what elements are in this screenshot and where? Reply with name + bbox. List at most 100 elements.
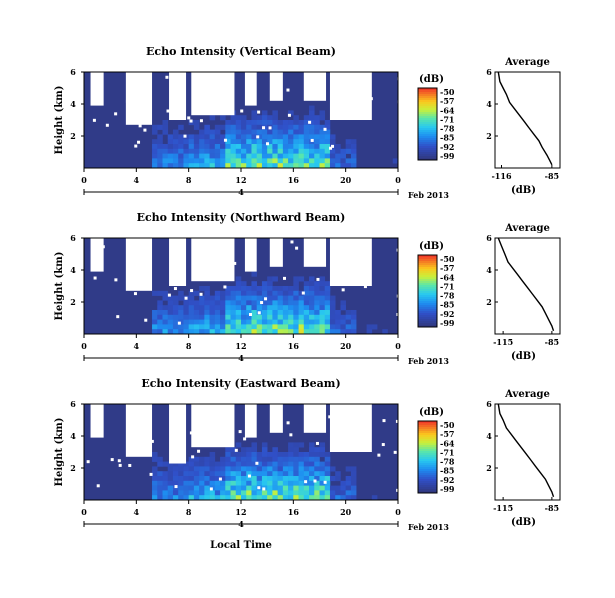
heatmap-cell <box>335 314 341 320</box>
heatmap-cell <box>188 314 195 320</box>
heatmap-cell <box>256 471 263 477</box>
heatmap-cell <box>272 115 278 121</box>
heatmap-cell <box>157 158 163 164</box>
heatmap-cell <box>230 144 237 150</box>
heatmap-cell <box>261 115 268 121</box>
heatmap-cell <box>188 305 195 311</box>
heatmap-cell <box>309 276 315 282</box>
heatmap-cell <box>199 485 205 491</box>
no-data-speckle <box>127 255 131 259</box>
heatmap-cell <box>293 295 299 301</box>
heatmap-cell <box>209 452 216 458</box>
heatmap-cell <box>246 466 252 472</box>
heatmap-cell <box>183 310 189 316</box>
no-data-speckle <box>264 297 268 301</box>
no-data-speckle <box>249 263 253 267</box>
colorbar-swatch <box>418 263 437 266</box>
heatmap-cell <box>225 485 231 491</box>
colorbar-swatch <box>418 471 437 474</box>
colorbar-swatch <box>418 461 437 464</box>
heatmap-cell <box>251 447 257 453</box>
heatmap-cell <box>267 134 273 140</box>
heatmap-cell <box>251 124 257 130</box>
heatmap-cell <box>256 476 263 482</box>
heatmap-cell <box>214 129 221 135</box>
heatmap-cell <box>272 163 278 169</box>
colorbar-swatch <box>418 108 437 111</box>
heatmap-cell <box>261 319 268 325</box>
heatmap-cell <box>178 490 184 496</box>
heatmap-cell <box>235 329 242 335</box>
heatmap-cell <box>345 319 352 325</box>
heatmap-cell <box>267 461 273 467</box>
heatmap-cell <box>225 447 231 453</box>
heatmap-cell <box>172 305 179 311</box>
heatmap-cell <box>162 490 169 496</box>
heatmap-cell <box>241 286 247 292</box>
heatmap-cell <box>324 290 331 296</box>
heatmap-cell <box>199 456 205 462</box>
heatmap-cell <box>298 329 305 335</box>
heatmap-cell <box>220 329 226 335</box>
colorbar-tick-label: -78 <box>440 124 455 134</box>
heatmap-cell <box>225 310 231 316</box>
heatmap-cell <box>267 295 273 301</box>
colorbar-tick-label: -50 <box>440 87 455 97</box>
colorbar-swatch <box>418 265 437 268</box>
heatmap-cell <box>293 452 299 458</box>
heatmap-cell <box>303 305 310 311</box>
heatmap-cell <box>251 329 257 335</box>
x-tick-label: 4 <box>134 507 140 517</box>
heatmap-cell <box>319 305 326 311</box>
heatmap-cell <box>335 471 341 477</box>
colorbar-swatch <box>418 481 437 484</box>
heatmap-cell <box>204 148 210 154</box>
heatmap-cell <box>267 148 273 154</box>
heatmap-cell <box>178 139 184 145</box>
heatmap-cell <box>235 471 242 477</box>
heatmap-cell <box>199 471 205 477</box>
heatmap-cell <box>157 461 163 467</box>
colorbar-swatch <box>418 122 437 125</box>
heatmap-cell <box>251 485 257 491</box>
heatmap-cell <box>209 144 216 150</box>
heatmap-cell <box>288 480 294 486</box>
profile-line <box>497 403 555 498</box>
heatmap-cell <box>183 314 189 320</box>
heatmap-cell <box>225 329 231 335</box>
heatmap-cell <box>298 139 305 145</box>
heatmap-cell <box>261 442 268 448</box>
profile-frame <box>494 71 561 169</box>
heatmap-cell <box>162 129 169 135</box>
heatmap-cell <box>277 124 284 130</box>
heatmap-cell <box>157 485 163 491</box>
heatmap-cell <box>209 461 216 467</box>
heatmap-cell <box>199 329 205 335</box>
heatmap-cell <box>241 310 247 316</box>
heatmap-cell <box>214 319 221 325</box>
heatmap-cell <box>241 480 247 486</box>
colorbar-tick-label: -57 <box>440 263 454 273</box>
colorbar-swatch <box>418 128 437 131</box>
colorbar-swatch <box>418 295 437 298</box>
heatmap-cell <box>319 129 326 135</box>
heatmap-cell <box>267 490 273 496</box>
heatmap-cell <box>225 476 231 482</box>
heatmap-cell <box>162 124 169 130</box>
colorbar-frame <box>417 87 438 161</box>
heatmap-cell <box>324 295 331 301</box>
heatmap-cell <box>324 286 331 292</box>
heatmap-cell <box>183 471 189 477</box>
heatmap-cell <box>303 124 310 130</box>
heatmap-cell <box>172 471 179 477</box>
colorbar-swatch <box>418 275 437 278</box>
heatmap-cell <box>309 461 315 467</box>
heatmap-cell <box>225 124 231 130</box>
heatmap-cell <box>193 485 200 491</box>
heatmap-cell <box>204 139 210 145</box>
heatmap-cell <box>199 153 205 159</box>
no-data-speckle <box>127 447 131 451</box>
heatmap-cell <box>319 163 326 169</box>
heatmap-cell <box>282 324 289 330</box>
heatmap-cell <box>183 480 189 486</box>
